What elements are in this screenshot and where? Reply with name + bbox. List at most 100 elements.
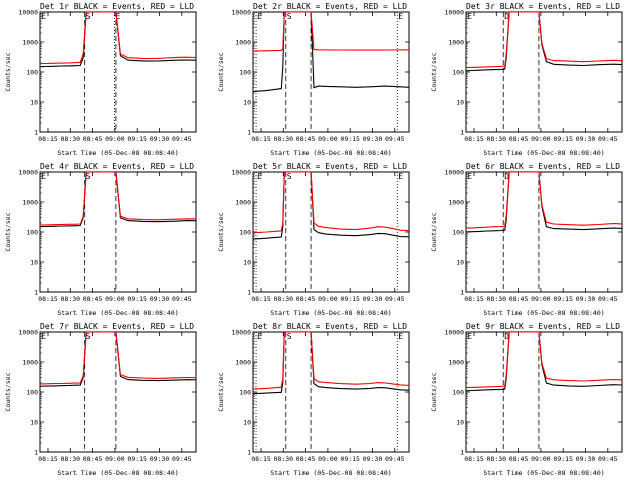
x-tick-label: 08:15 — [251, 295, 271, 303]
x-tick-label: 09:00 — [318, 295, 338, 303]
y-tick-label: 1000 — [235, 359, 251, 367]
x-tick-label: 09:15 — [127, 455, 147, 463]
y-tick-label: 100 — [26, 389, 38, 397]
x-tick-label: 09:45 — [385, 455, 405, 463]
x-tick-label: 09:45 — [598, 455, 618, 463]
x-tick-label: 09:00 — [531, 455, 551, 463]
x-tick-label: 08:15 — [464, 295, 484, 303]
x-tick-label: 09:45 — [385, 295, 405, 303]
x-tick-label: 09:30 — [150, 135, 170, 143]
y-tick-label: 1000 — [448, 39, 464, 47]
x-tick-label: 08:45 — [83, 135, 103, 143]
y-tick-label: 1 — [34, 289, 38, 297]
x-tick-label: 08:45 — [509, 295, 529, 303]
y-tick-label: 10 — [243, 419, 251, 427]
marker-label: D — [504, 12, 509, 21]
marker-label: E — [467, 12, 472, 21]
x-tick-label: 09:30 — [576, 455, 596, 463]
y-tick-label: 100 — [239, 69, 251, 77]
x-tick-label: 08:30 — [274, 295, 294, 303]
y-tick-label: 10 — [456, 259, 464, 267]
y-axis-label: Counts/sec — [4, 372, 12, 411]
x-axis-label: Start Time (05-Dec-08 08:08:40) — [483, 309, 604, 317]
x-tick-label: 08:30 — [487, 135, 507, 143]
detector-chart-1: Det 1r BLACK = Events, RED = LLD Counts/s… — [4, 2, 197, 157]
x-axis-label: Start Time (05-Dec-08 08:08:40) — [57, 149, 178, 157]
y-tick-label: 1 — [34, 129, 38, 137]
x-tick-label: 09:15 — [553, 455, 573, 463]
detector-chart-6: Det 6r BLACK = Events, RED = LLD Counts/s… — [430, 162, 623, 317]
x-tick-label: 09:45 — [598, 135, 618, 143]
events-series-line — [253, 332, 409, 395]
y-axis-label: Counts/sec — [430, 52, 438, 91]
plot-frame — [465, 171, 623, 293]
x-tick-label: 08:15 — [464, 135, 484, 143]
y-tick-label: 1 — [460, 289, 464, 297]
lld-series-line — [466, 12, 622, 69]
x-tick-label: 08:30 — [487, 295, 507, 303]
detector-chart-7: Det 7r BLACK = Events, RED = LLD Counts/s… — [4, 322, 197, 477]
x-tick-label: 09:30 — [363, 135, 383, 143]
marker-label: E — [41, 12, 46, 21]
x-tick-label: 09:15 — [340, 295, 360, 303]
marker-label: D — [504, 172, 509, 181]
x-tick-label: 09:45 — [172, 295, 192, 303]
chart-title: Det 6r BLACK = Events, RED = LLD — [466, 162, 620, 171]
y-tick-label: 100 — [239, 229, 251, 237]
y-tick-label: 10000 — [231, 169, 251, 177]
x-tick-label: 08:45 — [296, 135, 316, 143]
marker-label: S — [287, 12, 292, 21]
lld-series-line — [40, 172, 196, 226]
x-axis-label: Start Time (05-Dec-08 08:08:40) — [270, 469, 391, 477]
y-tick-label: 10000 — [18, 9, 38, 17]
lld-series-line — [253, 12, 409, 52]
chart-title: Det 3r BLACK = Events, RED = LLD — [466, 2, 620, 11]
detector-chart-3: Det 3r BLACK = Events, RED = LLD Counts/s… — [430, 2, 623, 157]
plot-frame — [252, 171, 410, 293]
marker-label: E — [41, 332, 46, 341]
marker-label: E — [467, 332, 472, 341]
marker-label: S — [86, 172, 91, 181]
y-tick-label: 100 — [452, 69, 464, 77]
x-tick-label: 08:15 — [38, 455, 58, 463]
y-tick-label: 1 — [247, 449, 251, 457]
detector-chart-2: Det 2r BLACK = Events, RED = LLD Counts/s… — [217, 2, 410, 157]
lld-series-line — [40, 12, 196, 65]
y-axis-label: Counts/sec — [217, 372, 225, 411]
x-axis-label: Start Time (05-Dec-08 08:08:40) — [270, 149, 391, 157]
x-tick-label: 09:30 — [576, 295, 596, 303]
y-tick-label: 1 — [247, 129, 251, 137]
lld-series-line — [466, 172, 622, 229]
y-axis-label: Counts/sec — [217, 212, 225, 251]
x-tick-label: 08:45 — [509, 455, 529, 463]
x-axis-label: Start Time (05-Dec-08 08:08:40) — [57, 469, 178, 477]
x-tick-label: 08:30 — [61, 295, 81, 303]
chart-title: Det 4r BLACK = Events, RED = LLD — [40, 162, 194, 171]
detector-chart-8: Det 8r BLACK = Events, RED = LLD Counts/s… — [217, 322, 410, 477]
plot-frame — [465, 331, 623, 453]
chart-title: Det 8r BLACK = Events, RED = LLD — [253, 322, 407, 331]
x-tick-label: 09:45 — [385, 135, 405, 143]
events-series-line — [253, 172, 409, 240]
y-tick-label: 10000 — [18, 169, 38, 177]
marker-label: S — [287, 172, 292, 181]
events-series-line — [466, 332, 622, 392]
x-tick-label: 08:45 — [296, 295, 316, 303]
lld-series-line — [253, 172, 409, 234]
lld-series-line — [40, 332, 196, 385]
y-tick-label: 100 — [26, 229, 38, 237]
y-tick-label: 10000 — [231, 329, 251, 337]
y-tick-label: 10000 — [444, 329, 464, 337]
events-series-line — [40, 332, 196, 387]
y-tick-label: 1000 — [448, 199, 464, 207]
y-tick-label: 10000 — [444, 9, 464, 17]
detector-chart-9: Det 9r BLACK = Events, RED = LLD Counts/s… — [430, 322, 623, 477]
y-tick-label: 1000 — [22, 359, 38, 367]
x-axis-label: Start Time (05-Dec-08 08:08:40) — [270, 309, 391, 317]
x-tick-label: 09:15 — [553, 295, 573, 303]
x-tick-label: 08:30 — [61, 455, 81, 463]
y-axis-label: Counts/sec — [4, 52, 12, 91]
y-tick-label: 100 — [239, 389, 251, 397]
y-tick-label: 1 — [460, 129, 464, 137]
